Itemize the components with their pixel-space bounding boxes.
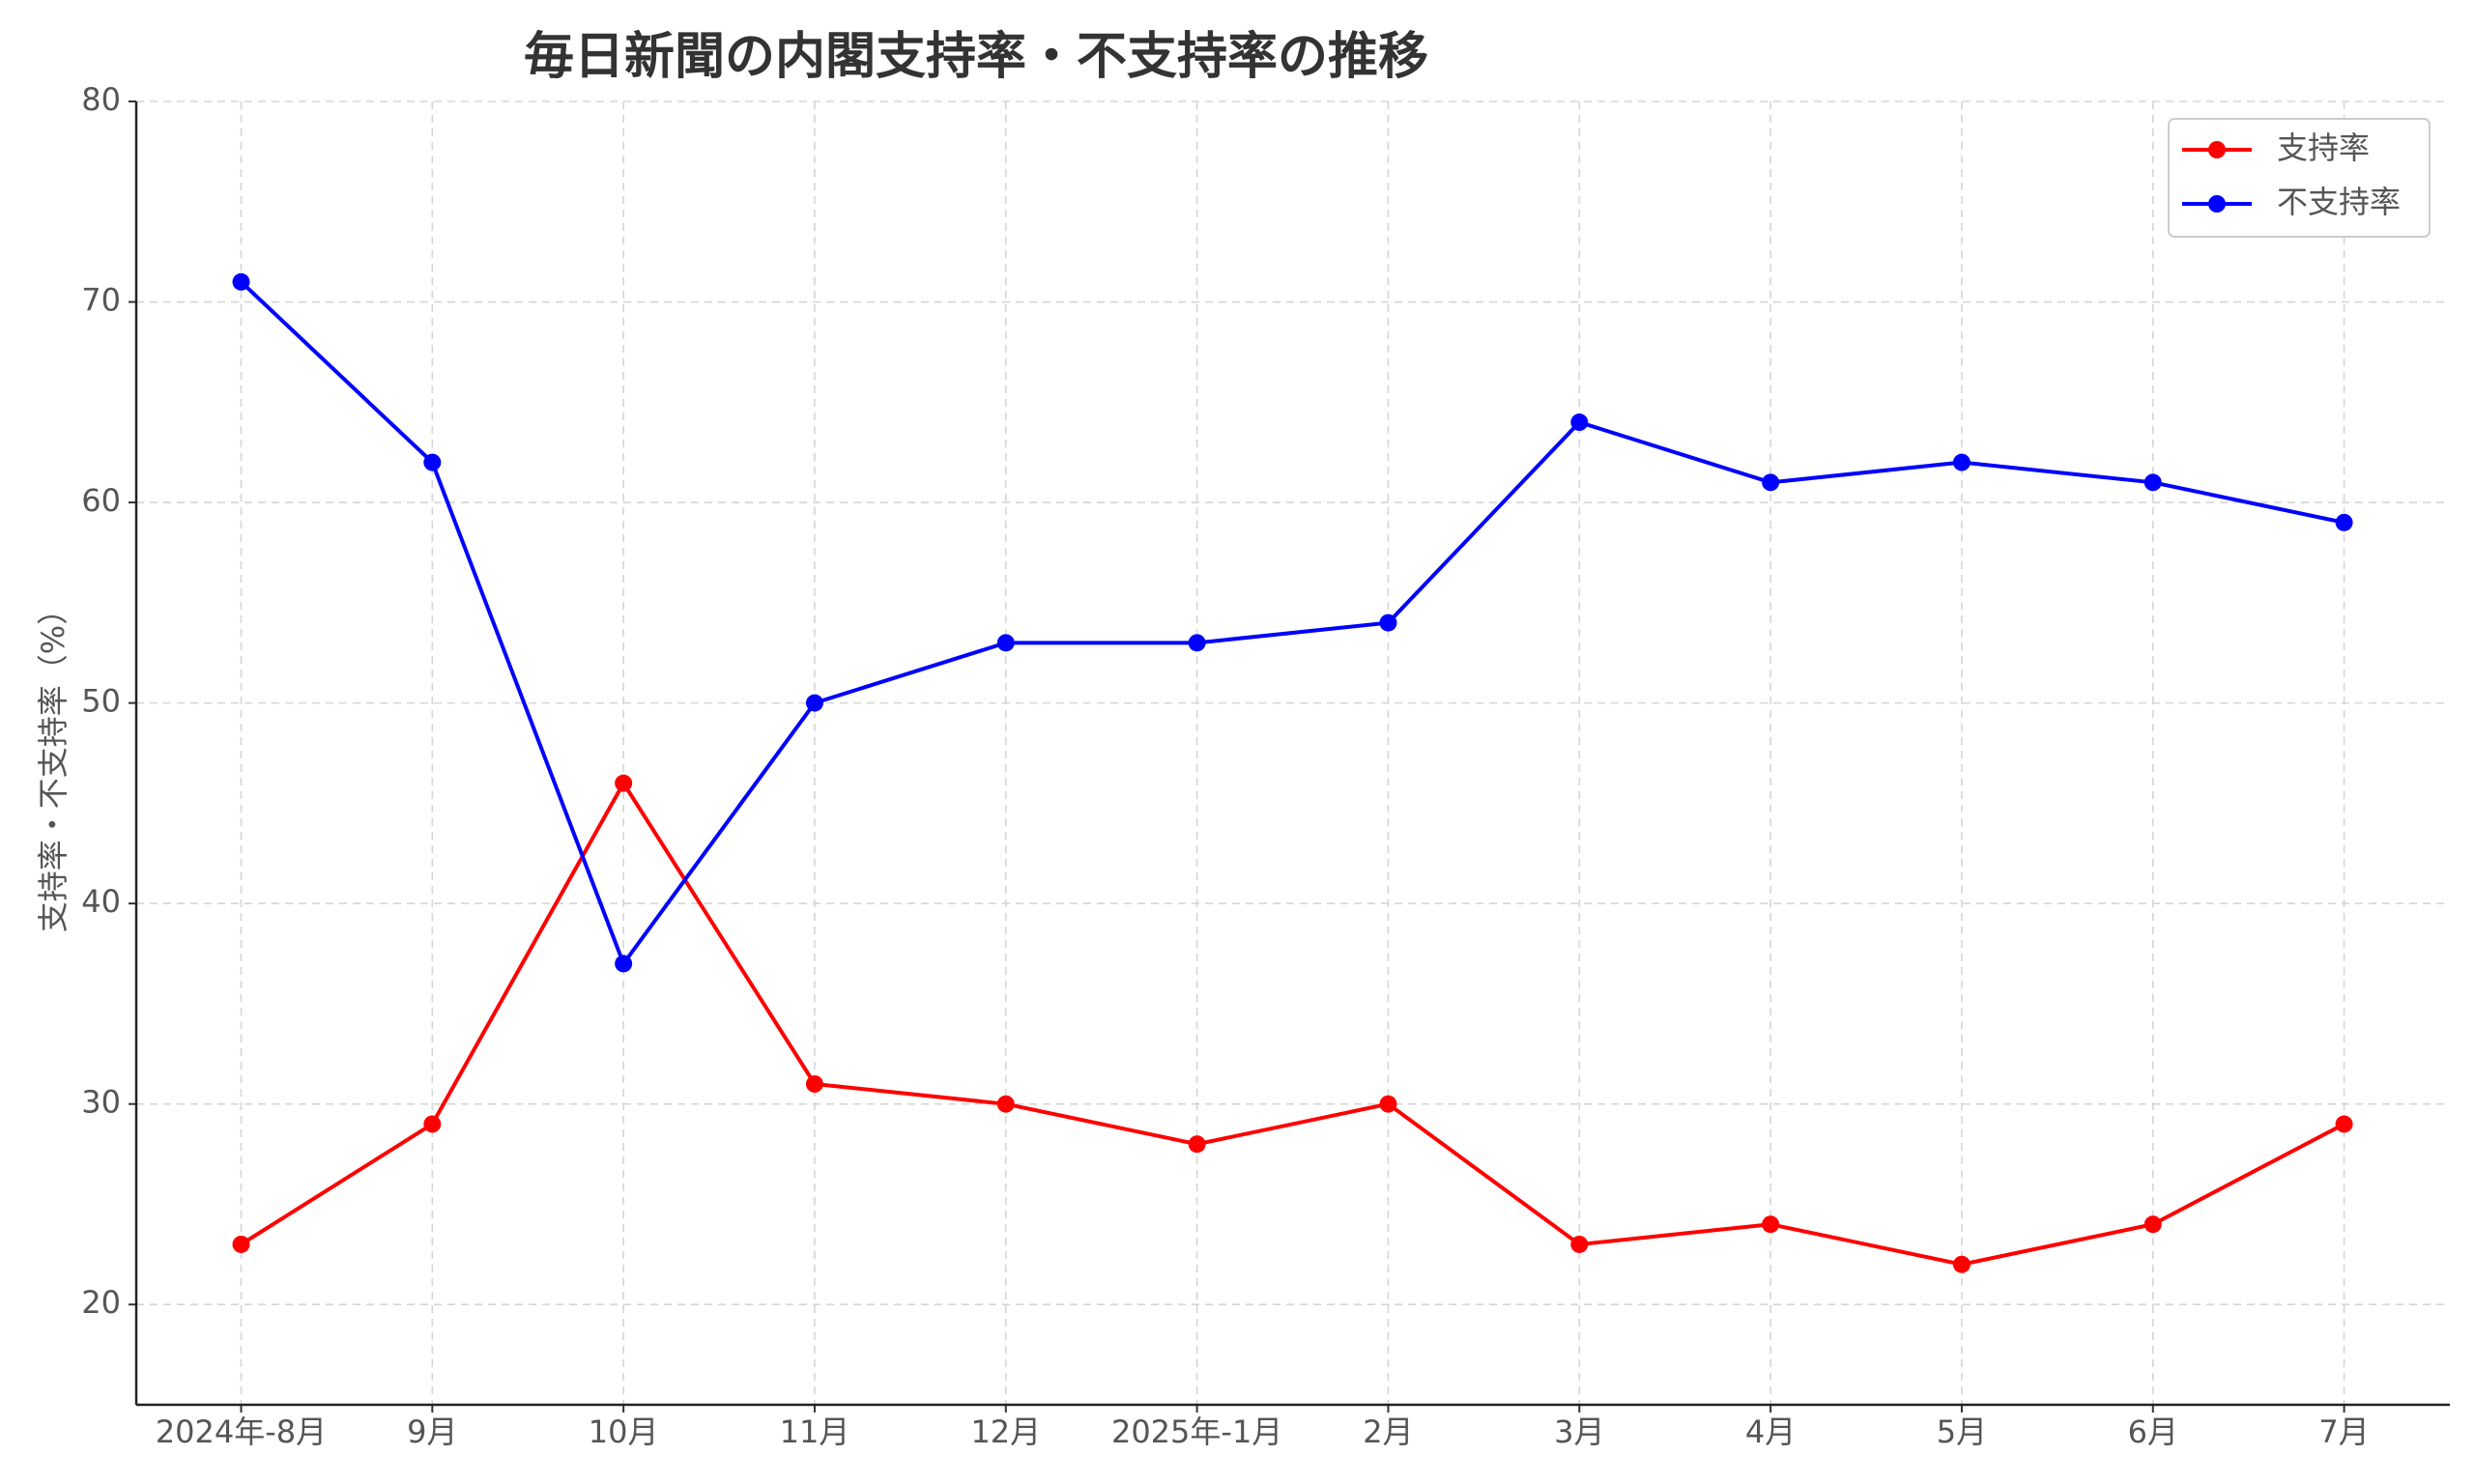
y-tick-label: 50: [81, 683, 121, 720]
legend-marker: [2208, 141, 2226, 158]
x-tick-label: 9月: [407, 1413, 457, 1450]
data-point: [1762, 1215, 1780, 1234]
chart-title: 毎日新聞の内閣支持率・不支持率の推移: [524, 28, 1428, 86]
data-point: [615, 774, 633, 792]
x-tick-label: 2025年-1月: [1111, 1413, 1282, 1450]
y-tick-label: 70: [81, 282, 121, 319]
series-line: [240, 779, 2345, 1267]
data-point: [2335, 513, 2353, 531]
y-axis-label: 支持率・不支持率（%）: [35, 594, 72, 932]
data-point: [2143, 1215, 2162, 1234]
data-point: [996, 1095, 1015, 1113]
data-point: [423, 1115, 442, 1133]
x-tick-label: 2月: [1363, 1413, 1413, 1450]
data-point: [1379, 1095, 1397, 1113]
data-point: [1188, 1135, 1206, 1154]
data-point: [805, 694, 823, 712]
data-point: [423, 453, 442, 471]
y-tick-label: 40: [81, 883, 121, 920]
y-tick-label: 30: [81, 1084, 121, 1121]
legend-label: 支持率: [2277, 129, 2370, 166]
y-tick-label: 60: [81, 482, 121, 519]
x-tick-label: 3月: [1554, 1413, 1604, 1450]
data-point: [615, 955, 633, 973]
x-tick-label: 12月: [970, 1413, 1041, 1450]
y-tick-label: 20: [81, 1284, 121, 1321]
data-point: [1570, 414, 1589, 432]
x-tick-label: 5月: [1937, 1413, 1987, 1450]
data-point: [1570, 1235, 1589, 1253]
data-point: [805, 1074, 823, 1093]
data-point: [1379, 614, 1397, 632]
legend-marker: [2208, 195, 2226, 213]
data-point: [996, 634, 1015, 652]
legend-label: 不支持率: [2277, 184, 2401, 220]
x-tick-label: 11月: [780, 1413, 850, 1450]
x-tick-label: 2024年-8月: [156, 1413, 327, 1450]
data-point: [1952, 453, 1971, 471]
series-line: [240, 280, 2345, 968]
data-point: [1188, 634, 1206, 652]
data-point: [2335, 1115, 2353, 1133]
y-tick-label: 80: [81, 81, 121, 118]
data-point: [1762, 473, 1780, 492]
data-point: [232, 272, 250, 291]
x-tick-label: 7月: [2318, 1413, 2369, 1450]
x-tick-label: 4月: [1745, 1413, 1796, 1450]
data-point: [232, 1235, 250, 1253]
x-tick-label: 6月: [2128, 1413, 2178, 1450]
data-point: [2143, 473, 2162, 492]
data-point: [1952, 1255, 1971, 1273]
x-tick-label: 10月: [589, 1413, 659, 1450]
